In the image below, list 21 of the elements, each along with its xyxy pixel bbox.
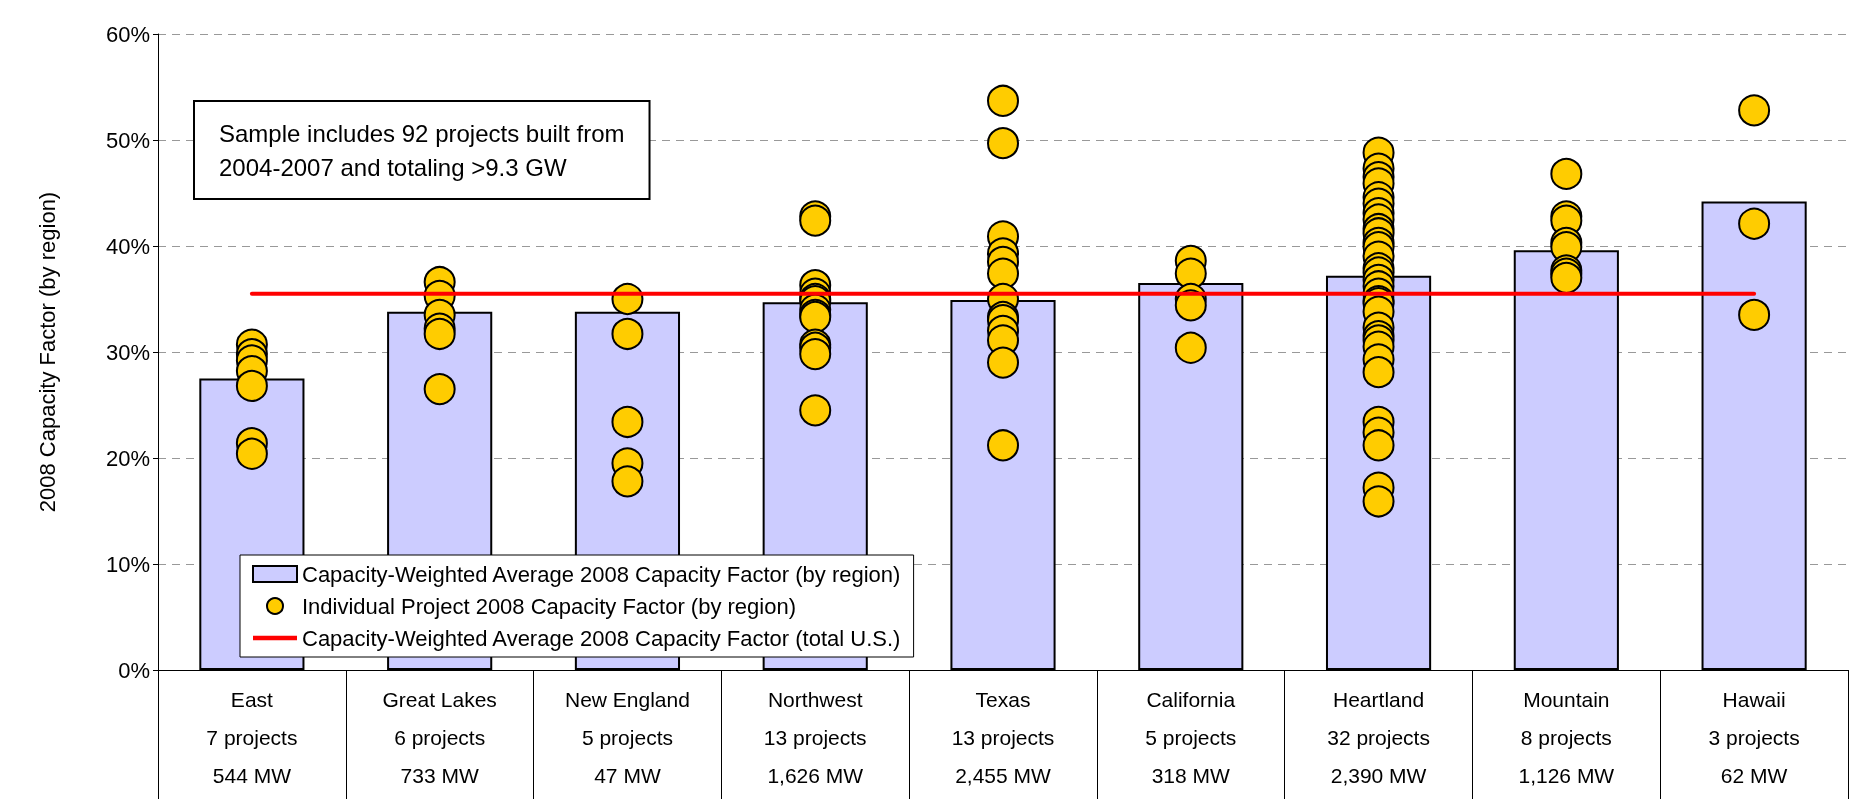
y-tick-label: 60% — [105, 21, 150, 47]
x-tick-label: Hawaii 3 projects 62 MW — [1708, 687, 1800, 787]
y-axis-title: 2008 Capacity Factor (by region) — [34, 191, 60, 513]
x-tick-label: Great Lakes 6 projects 733 MW — [382, 687, 497, 787]
legend-label: Capacity-Weighted Average 2008 Capacity Factor (total U.S.) — [302, 625, 901, 651]
x-tick-label: Mountain 8 projects 1,126 MW — [1518, 687, 1615, 787]
legend-label: Individual Project 2008 Capacity Factor (by region) — [302, 593, 797, 619]
y-tick-label: 30% — [105, 339, 150, 365]
legend-label: Capacity-Weighted Average 2008 Capacity Factor (by region) — [302, 561, 901, 587]
x-tick-label: Heartland 32 projects 2,390 MW — [1327, 687, 1430, 787]
y-tick-label: 40% — [105, 233, 150, 259]
x-tick-label: California 5 projects 318 MW — [1145, 687, 1237, 787]
y-tick-label: 50% — [105, 127, 150, 153]
x-tick-label: East 7 projects 544 MW — [206, 687, 298, 787]
y-tick-label: 0% — [118, 657, 150, 683]
y-tick-label: 10% — [105, 551, 150, 577]
y-tick-label: 20% — [105, 445, 150, 471]
annotation: Sample includes 92 projects built from 2004-2007 and totaling >9.3 GW — [219, 119, 625, 181]
x-tick-label: Northwest 13 projects 1,626 MW — [763, 687, 867, 787]
x-tick-label: New England 5 projects 47 MW — [564, 687, 690, 787]
x-tick-label: Texas 13 projects 2,455 MW — [951, 687, 1055, 787]
